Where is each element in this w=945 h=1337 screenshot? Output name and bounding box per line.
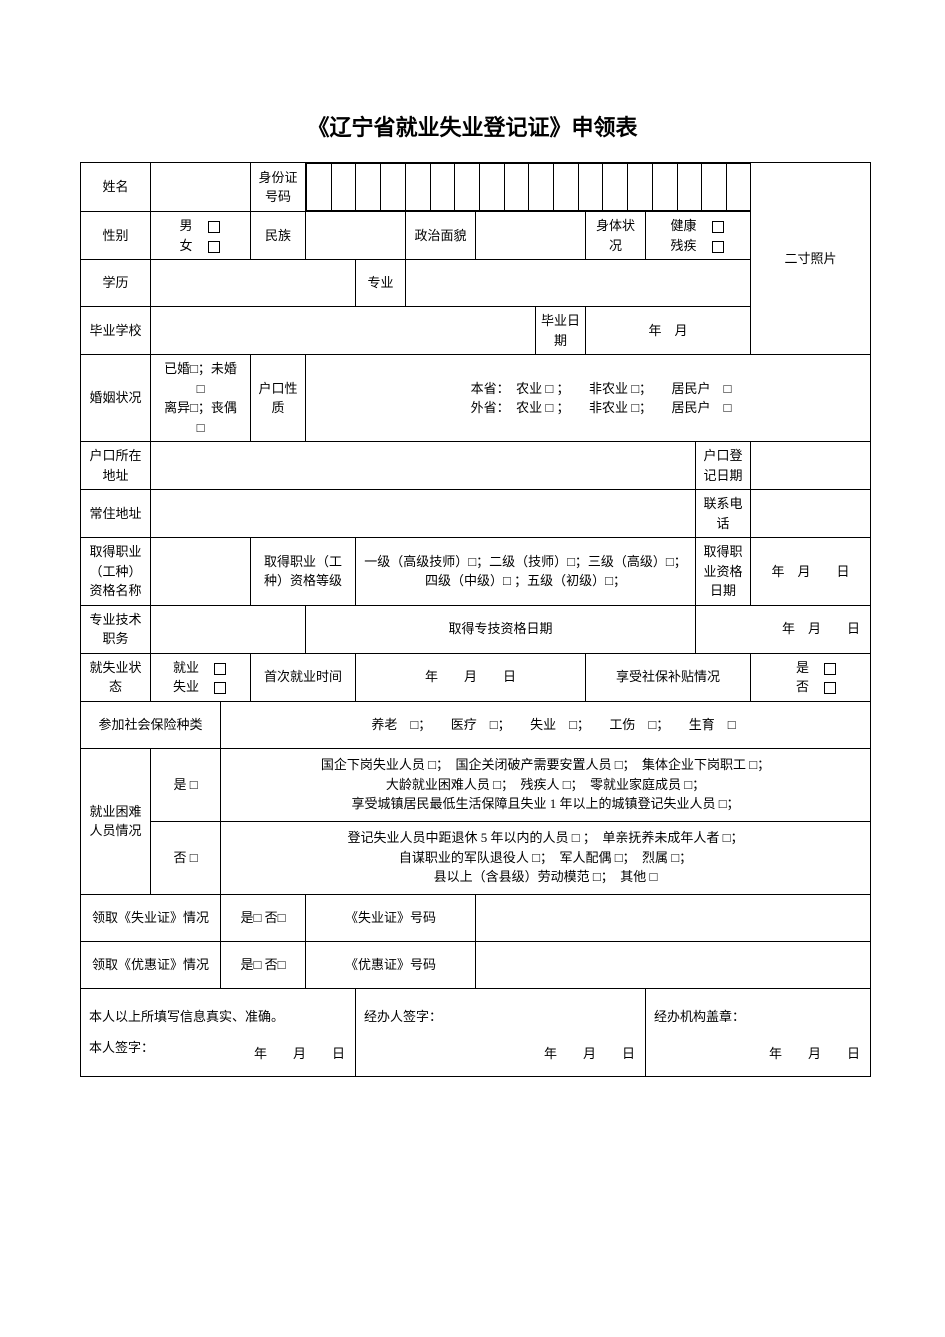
addr-label: 常住地址 — [81, 490, 151, 538]
qual-level-options[interactable]: 一级（高级技师）□；二级（技师）□；三级（高级）□；四级（中级）□ ；五级（初级… — [356, 538, 696, 606]
pref-cert-yn[interactable]: 是□ 否□ — [221, 941, 306, 988]
unemp-cert-num-value[interactable] — [476, 894, 871, 941]
marital-options[interactable]: 已婚□；未婚 □ 离异□；丧偶 □ — [151, 355, 251, 442]
phone-value[interactable] — [751, 490, 871, 538]
qual-date-value[interactable]: 年 月 日 — [751, 538, 871, 606]
declare-text: 本人以上所填写信息真实、准确。 — [89, 1007, 347, 1027]
qual-level-label: 取得职业（工种）资格等级 — [251, 538, 356, 606]
name-value[interactable] — [151, 163, 251, 212]
first-emp-value[interactable]: 年 月 日 — [356, 653, 586, 701]
hukou-addr-label: 户口所在地址 — [81, 442, 151, 490]
org-seal-cell[interactable]: 经办机构盖章： 年 月 日 — [646, 988, 871, 1076]
self-sign-date: 年 月 日 — [254, 1044, 345, 1064]
difficulty-label: 就业困难人员情况 — [81, 748, 151, 894]
gender-label: 性别 — [81, 212, 151, 260]
major-label: 专业 — [356, 260, 406, 307]
handler-sign-cell[interactable]: 经办人签字： 年 月 日 — [356, 988, 646, 1076]
first-emp-label: 首次就业时间 — [251, 653, 356, 701]
edu-label: 学历 — [81, 260, 151, 307]
political-value[interactable] — [476, 212, 586, 260]
handler-sign-label: 经办人签字： — [364, 1007, 637, 1027]
hukou-addr-value[interactable] — [151, 442, 696, 490]
difficulty-yes[interactable]: 是 □ — [151, 748, 221, 821]
phone-label: 联系电话 — [696, 490, 751, 538]
school-label: 毕业学校 — [81, 307, 151, 355]
gender-options[interactable]: 男 女 — [151, 212, 251, 260]
pref-cert-label: 领取《优惠证》情况 — [81, 941, 221, 988]
org-seal-date: 年 月 日 — [769, 1044, 860, 1064]
hukou-type-options[interactable]: 本省： 农业 □ ； 非农业 □； 居民户 □ 外省： 农业 □ ； 非农业 □… — [306, 355, 871, 442]
addr-value[interactable] — [151, 490, 696, 538]
photo-cell: 二寸照片 — [751, 163, 871, 355]
tech-title-value[interactable] — [151, 605, 306, 653]
subsidy-label: 享受社保补贴情况 — [586, 653, 751, 701]
tech-date-label: 取得专技资格日期 — [306, 605, 696, 653]
qual-name-label: 取得职业（工种）资格名称 — [81, 538, 151, 606]
id-label: 身份证号码 — [251, 163, 306, 212]
hukou-date-label: 户口登记日期 — [696, 442, 751, 490]
application-form-table: 姓名 身份证号码 二寸照片 性别 男 女 民族 政治面貌 身体状况 — [80, 162, 871, 1077]
self-sign-cell[interactable]: 本人以上所填写信息真实、准确。 本人签字： 年 月 日 — [81, 988, 356, 1076]
political-label: 政治面貌 — [406, 212, 476, 260]
difficulty-no-options[interactable]: 登记失业人员中距退休 5 年以内的人员 □ ； 单亲抚养未成年人者 □； 自谋职… — [221, 821, 871, 894]
insurance-options[interactable]: 养老 □； 医疗 □； 失业 □； 工伤 □； 生育 □ — [221, 701, 871, 748]
tech-title-label: 专业技术职务 — [81, 605, 151, 653]
ethnic-value[interactable] — [306, 212, 406, 260]
grad-date-value[interactable]: 年 月 — [586, 307, 751, 355]
tech-date-value[interactable]: 年 月 日 — [696, 605, 871, 653]
body-label: 身体状况 — [586, 212, 646, 260]
name-label: 姓名 — [81, 163, 151, 212]
difficulty-no[interactable]: 否 □ — [151, 821, 221, 894]
emp-status-options[interactable]: 就业 失业 — [151, 653, 251, 701]
school-value[interactable] — [151, 307, 536, 355]
insurance-label: 参加社会保险种类 — [81, 701, 221, 748]
qual-date-label: 取得职业资格日期 — [696, 538, 751, 606]
qual-name-value[interactable] — [151, 538, 251, 606]
id-cells[interactable] — [306, 163, 751, 212]
pref-cert-num-value[interactable] — [476, 941, 871, 988]
edu-value[interactable] — [151, 260, 356, 307]
hukou-type-label: 户口性质 — [251, 355, 306, 442]
org-seal-label: 经办机构盖章： — [654, 1007, 862, 1027]
marital-label: 婚姻状况 — [81, 355, 151, 442]
unemp-cert-num-label: 《失业证》号码 — [306, 894, 476, 941]
major-value[interactable] — [406, 260, 751, 307]
hukou-date-value[interactable] — [751, 442, 871, 490]
ethnic-label: 民族 — [251, 212, 306, 260]
grad-date-label: 毕业日期 — [536, 307, 586, 355]
body-options[interactable]: 健康 残疾 — [646, 212, 751, 260]
handler-sign-date: 年 月 日 — [544, 1044, 635, 1064]
form-title: 《辽宁省就业失业登记证》申领表 — [80, 110, 865, 142]
difficulty-yes-options[interactable]: 国企下岗失业人员 □； 国企关闭破产需要安置人员 □； 集体企业下岗职工 □； … — [221, 748, 871, 821]
pref-cert-num-label: 《优惠证》号码 — [306, 941, 476, 988]
unemp-cert-label: 领取《失业证》情况 — [81, 894, 221, 941]
emp-status-label: 就失业状态 — [81, 653, 151, 701]
subsidy-options[interactable]: 是 否 — [751, 653, 871, 701]
unemp-cert-yn[interactable]: 是□ 否□ — [221, 894, 306, 941]
